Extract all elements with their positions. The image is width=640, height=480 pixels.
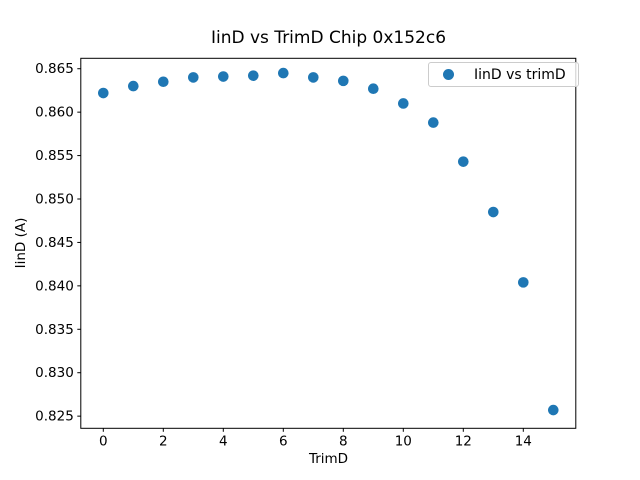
legend-label: IinD vs trimD [474,66,566,83]
x-tick-label: 14 [515,433,532,449]
data-point [548,404,559,416]
data-point [368,83,379,94]
y-axis-label: IinD (A) [13,217,29,269]
data-point [158,76,169,88]
data-point [398,98,409,109]
data-point [218,71,229,82]
data-point [278,67,289,79]
x-tick-label: 2 [159,433,168,449]
y-tick-label: 0.855 [35,148,74,164]
x-tick-label: 6 [279,433,288,449]
data-point [518,277,529,288]
x-tick-label: 10 [395,433,412,449]
data-point [488,206,499,218]
axes-spines [80,57,577,429]
y-tick-label: 0.835 [35,322,74,338]
y-tick-label: 0.845 [35,235,74,251]
data-point [98,87,109,99]
x-axis-label: TrimD [308,451,349,467]
y-tick-label: 0.840 [35,278,74,294]
data-point [248,70,259,81]
y-tick-label: 0.860 [35,105,74,121]
data-point [308,72,319,83]
x-tick-label: 12 [455,433,472,449]
legend-marker-icon [443,69,454,80]
data-point [428,117,439,128]
data-point [128,80,139,92]
data-point [188,72,199,83]
data-point [338,75,349,87]
x-tick-label: 4 [219,433,228,449]
y-tick-label: 0.865 [35,61,74,77]
y-tick-label: 0.830 [35,365,74,381]
legend: IinD vs trimD [428,62,579,87]
chart-title: IinD vs TrimD Chip 0x152c6 [210,28,447,48]
x-tick-label: 8 [339,433,348,449]
y-tick-label: 0.850 [35,192,74,208]
x-tick-label: 0 [99,433,108,449]
data-point [458,156,469,167]
y-tick-label: 0.825 [35,409,74,425]
